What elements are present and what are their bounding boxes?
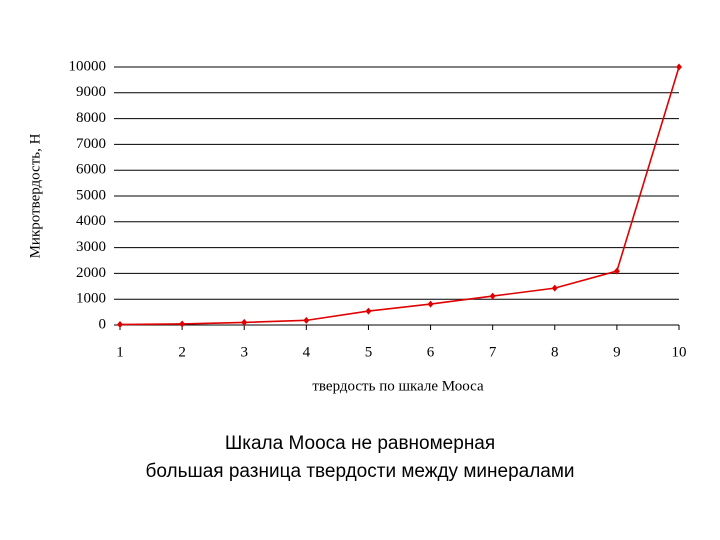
y-tick-label: 5000 [76, 187, 106, 203]
x-tick-label: 6 [427, 344, 435, 360]
y-tick-label: 3000 [76, 239, 106, 255]
x-tick-label: 4 [303, 344, 311, 360]
x-tick-label: 3 [240, 344, 248, 360]
data-point [551, 284, 558, 292]
y-tick-label: 9000 [76, 84, 106, 100]
x-tick-label: 2 [178, 344, 186, 360]
y-tick-label: 4000 [76, 213, 106, 229]
y-tick-label: 1000 [76, 291, 106, 307]
y-axis-label: Микротвердость, Н [27, 133, 43, 258]
x-axis-label: твердость по шкале Мооса [312, 378, 484, 394]
x-tick-label: 7 [489, 344, 497, 360]
y-tick-label: 7000 [76, 136, 106, 152]
x-tick-label: 8 [551, 344, 559, 360]
caption-line: большая разница твердости между минерала… [145, 461, 574, 482]
data-point [303, 316, 310, 324]
data-point [489, 292, 496, 300]
data-point [117, 320, 123, 328]
data-line [119, 66, 680, 326]
data-point [365, 307, 372, 315]
x-tick-label: 5 [365, 344, 373, 360]
caption-line: Шкала Мооса не равномерная [225, 433, 495, 454]
data-point [241, 318, 248, 326]
x-tick-label: 10 [672, 344, 687, 360]
y-tick-label: 6000 [76, 162, 106, 178]
data-point [427, 300, 434, 308]
x-tick-label: 1 [116, 344, 124, 360]
data-point [613, 267, 620, 275]
y-tick-label: 8000 [76, 110, 106, 126]
x-tick-label: 9 [613, 344, 621, 360]
data-point [676, 63, 682, 71]
y-tick-label: 0 [99, 316, 107, 332]
y-tick-label: 10000 [69, 58, 107, 74]
y-tick-label: 2000 [76, 265, 106, 281]
data-point [179, 320, 186, 328]
